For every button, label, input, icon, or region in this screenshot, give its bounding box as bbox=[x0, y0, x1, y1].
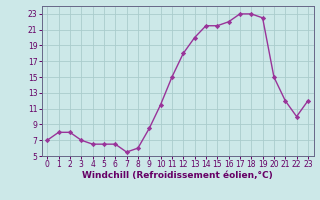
X-axis label: Windchill (Refroidissement éolien,°C): Windchill (Refroidissement éolien,°C) bbox=[82, 171, 273, 180]
